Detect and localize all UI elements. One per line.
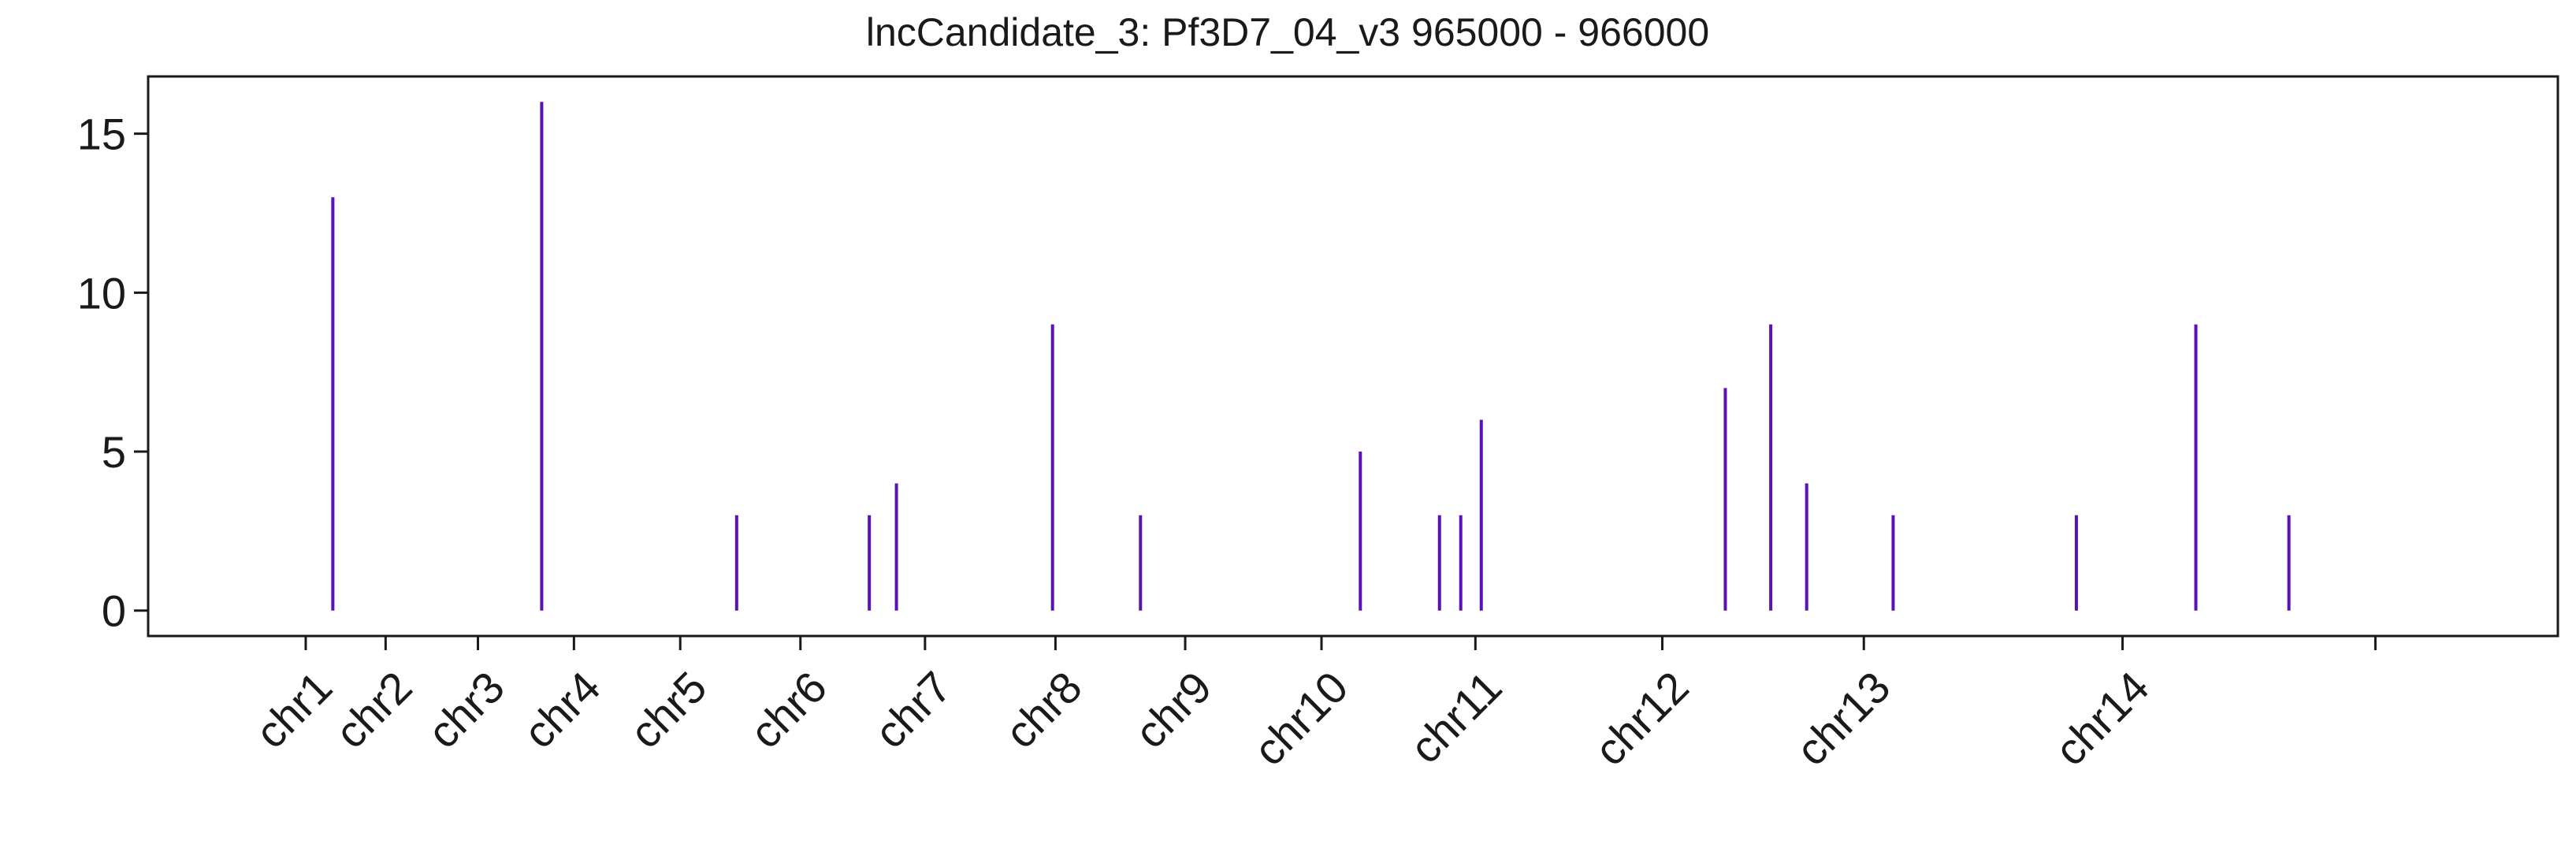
x-tick-label: chr9: [1125, 662, 1221, 758]
x-tick-label: chr4: [514, 662, 610, 758]
x-tick-label: chr14: [2045, 662, 2158, 775]
x-tick-label: chr2: [325, 662, 422, 758]
x-tick-label: chr5: [620, 662, 716, 758]
chart-title: lncCandidate_3: Pf3D7_04_v3 965000 - 966…: [866, 10, 1709, 54]
x-tick-label: chr3: [418, 662, 514, 758]
x-tick-label: chr7: [865, 662, 961, 758]
y-tick-label: 0: [102, 586, 126, 636]
y-tick-label: 5: [102, 427, 126, 477]
x-tick-label: chr11: [1400, 662, 1511, 773]
x-tick-label: chr1: [246, 662, 342, 758]
x-tick-label: chr6: [740, 662, 836, 758]
plot-frame: [147, 75, 2559, 638]
x-tick-label: chr8: [995, 662, 1091, 758]
bar-series: [331, 102, 2291, 611]
y-axis: 0 5 10 15: [77, 110, 148, 636]
x-tick-label: chr13: [1786, 662, 1900, 775]
x-tick-label: chr12: [1585, 662, 1698, 775]
y-tick-label: 10: [77, 268, 126, 318]
y-tick-label: 15: [77, 110, 126, 159]
x-tick-label: chr10: [1244, 662, 1358, 775]
